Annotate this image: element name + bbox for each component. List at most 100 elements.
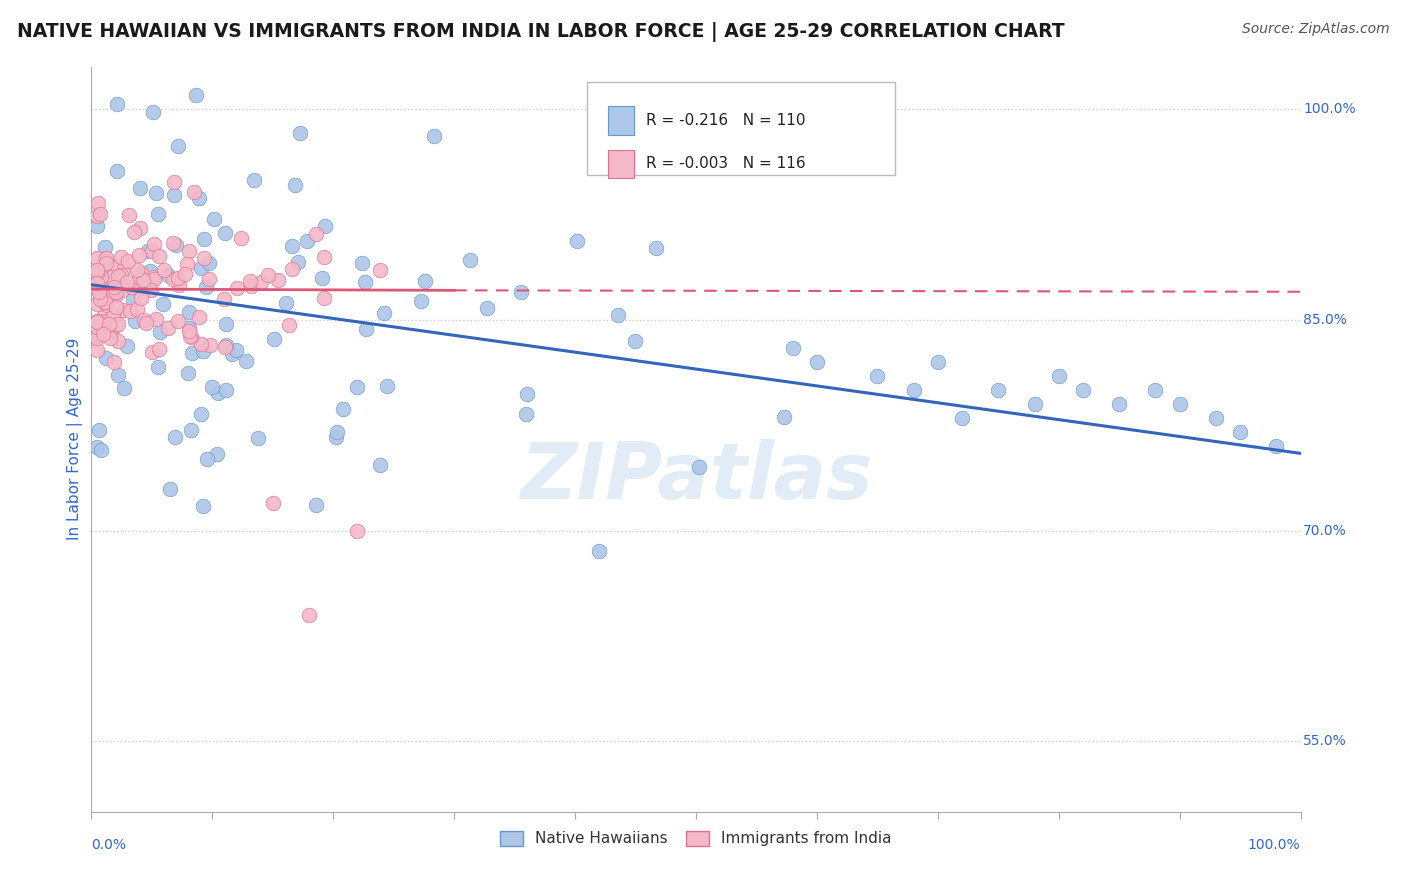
Point: [86, 441, 108, 455]
Point: [411, 293, 433, 308]
Point: [89, 293, 111, 307]
Point: [104, 259, 127, 273]
Point: [240, 279, 263, 293]
Point: [86, 320, 108, 334]
Point: [267, 273, 290, 287]
Point: [304, 227, 326, 241]
Point: [346, 380, 368, 394]
Point: [107, 368, 129, 382]
Point: [221, 347, 243, 361]
Point: [198, 337, 221, 351]
Point: [86, 263, 108, 277]
Point: [298, 607, 321, 622]
Point: [201, 380, 224, 394]
Point: [193, 251, 215, 265]
Point: [148, 360, 170, 375]
Point: [86, 315, 108, 329]
Point: [950, 411, 973, 425]
Point: [105, 300, 128, 314]
Point: [1047, 369, 1070, 384]
Point: [263, 332, 285, 346]
Point: [195, 451, 218, 466]
Point: [1265, 439, 1288, 453]
Point: [90, 285, 112, 299]
Point: [311, 270, 333, 285]
Point: [287, 255, 309, 269]
Text: R = -0.003   N = 116: R = -0.003 N = 116: [647, 156, 806, 171]
Point: [772, 410, 794, 425]
Point: [198, 256, 221, 270]
Point: [86, 327, 108, 342]
Point: [215, 337, 238, 351]
Point: [105, 285, 128, 299]
Point: [903, 383, 925, 397]
Point: [118, 208, 141, 222]
Point: [94, 313, 117, 327]
Point: [111, 283, 134, 297]
Point: [177, 305, 200, 319]
Text: 85.0%: 85.0%: [1303, 313, 1347, 326]
Point: [190, 261, 212, 276]
Point: [103, 355, 125, 369]
Point: [194, 280, 217, 294]
Point: [193, 232, 215, 246]
Point: [197, 272, 219, 286]
Point: [128, 248, 150, 262]
Point: [177, 321, 200, 335]
Point: [96, 298, 118, 312]
Point: [368, 458, 391, 472]
Point: [1205, 411, 1227, 425]
Point: [157, 321, 180, 335]
Point: [139, 264, 162, 278]
Point: [458, 253, 481, 268]
Text: 70.0%: 70.0%: [1303, 524, 1347, 538]
Point: [148, 207, 170, 221]
Point: [190, 407, 212, 421]
Point: [142, 237, 165, 252]
Point: [112, 261, 135, 276]
Point: [162, 236, 184, 251]
Point: [782, 341, 804, 355]
Point: [644, 241, 666, 255]
Text: ZIPatlas: ZIPatlas: [520, 439, 872, 515]
Point: [212, 292, 235, 306]
Point: [304, 498, 326, 512]
Point: [606, 308, 628, 322]
Point: [141, 270, 163, 285]
Point: [124, 314, 146, 328]
Point: [167, 278, 190, 293]
Point: [152, 297, 174, 311]
Point: [156, 268, 179, 282]
Point: [215, 317, 238, 331]
Point: [165, 238, 187, 252]
Point: [129, 291, 152, 305]
Point: [225, 343, 247, 357]
Point: [111, 302, 134, 317]
Point: [90, 443, 112, 458]
Point: [103, 279, 125, 293]
Point: [94, 251, 117, 265]
Point: [94, 351, 117, 365]
Point: [515, 407, 537, 421]
Point: [87, 285, 110, 299]
Point: [332, 402, 354, 417]
Legend: Native Hawaiians, Immigrants from India: Native Hawaiians, Immigrants from India: [494, 825, 898, 853]
Point: [163, 175, 186, 189]
Point: [86, 282, 108, 296]
Point: [284, 178, 307, 192]
Point: [105, 97, 128, 112]
Point: [202, 212, 225, 227]
Point: [86, 251, 108, 265]
Point: [122, 292, 145, 306]
Point: [100, 324, 122, 338]
Point: [806, 355, 828, 369]
Point: [94, 294, 117, 309]
Point: [141, 345, 163, 359]
Point: [624, 334, 647, 349]
Point: [100, 331, 122, 345]
Point: [93, 252, 115, 267]
Point: [115, 275, 138, 289]
Point: [96, 289, 118, 303]
Point: [179, 328, 201, 343]
Point: [1229, 425, 1251, 440]
